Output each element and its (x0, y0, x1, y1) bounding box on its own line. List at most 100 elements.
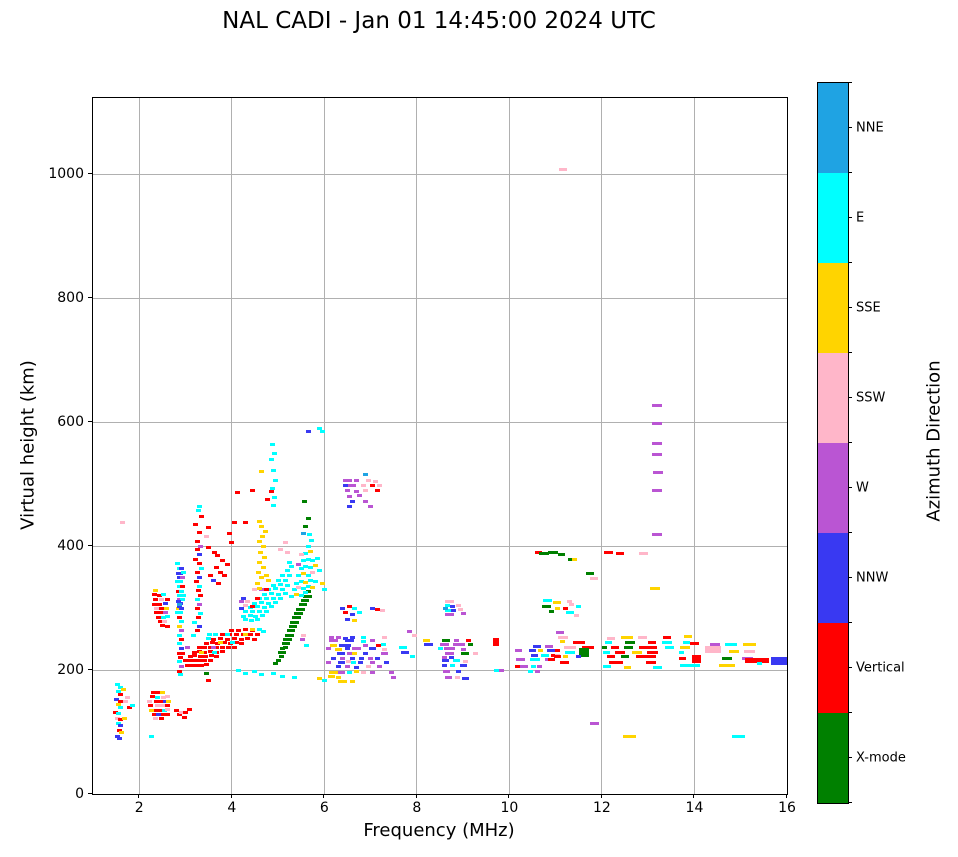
data-point (569, 603, 575, 607)
data-point (192, 650, 198, 654)
data-point (744, 657, 769, 663)
data-point (198, 544, 204, 548)
data-point (345, 660, 351, 664)
data-point (375, 488, 381, 492)
data-point (254, 597, 260, 601)
gridline-x (601, 98, 603, 794)
data-point (259, 470, 265, 474)
data-point (298, 603, 304, 607)
data-point (118, 693, 124, 697)
data-point (401, 650, 410, 654)
data-point (616, 551, 625, 555)
data-point (270, 671, 276, 675)
gridline-y (93, 173, 787, 175)
data-point (195, 539, 201, 543)
data-point (381, 636, 387, 640)
data-point (220, 649, 226, 653)
data-point (116, 729, 122, 733)
data-point (295, 616, 301, 620)
data-point (529, 649, 537, 653)
data-point (176, 598, 182, 602)
data-point (197, 612, 203, 616)
data-point (160, 695, 166, 699)
data-point (305, 544, 311, 548)
data-point (442, 656, 448, 660)
data-point (412, 634, 418, 638)
data-point (652, 422, 663, 426)
y-tick-label: 600 (57, 414, 84, 430)
data-point (177, 713, 183, 717)
data-point (116, 711, 122, 715)
data-point (122, 700, 128, 704)
data-point (243, 633, 249, 637)
data-point (252, 669, 258, 673)
data-point (342, 611, 348, 615)
data-point (243, 604, 249, 608)
data-point (208, 649, 214, 653)
data-point (224, 563, 230, 567)
data-point (603, 651, 611, 655)
data-point (771, 657, 787, 666)
y-tick-label: 0 (75, 786, 84, 802)
data-point (647, 651, 659, 655)
data-point (273, 600, 279, 604)
data-point (534, 551, 542, 555)
data-point (450, 664, 456, 668)
data-point (692, 654, 702, 663)
data-point (312, 563, 318, 567)
data-point (294, 612, 300, 616)
data-point (349, 499, 355, 503)
data-point (556, 631, 565, 635)
colorbar-label-nnw: NNW (856, 570, 889, 586)
gridline-x (508, 98, 510, 794)
data-point (555, 606, 561, 610)
data-point (277, 651, 283, 655)
data-point (301, 599, 306, 603)
data-point (563, 646, 576, 650)
data-point (243, 610, 249, 614)
data-point (194, 664, 200, 668)
data-point (193, 522, 199, 526)
data-point (305, 557, 311, 561)
data-point (652, 666, 662, 670)
data-point (312, 579, 318, 583)
data-point (731, 735, 745, 739)
data-point (301, 499, 307, 503)
data-point (370, 484, 376, 488)
data-point (209, 641, 215, 645)
data-point (728, 649, 739, 653)
data-point (539, 551, 550, 555)
data-point (112, 710, 118, 714)
data-point (292, 625, 298, 629)
data-point (363, 473, 369, 477)
data-point (520, 665, 529, 669)
data-point (148, 704, 154, 708)
data-point (605, 641, 613, 645)
data-point (196, 659, 202, 663)
data-point (175, 611, 181, 615)
data-point (196, 561, 202, 565)
data-point (257, 540, 263, 544)
data-point (515, 665, 521, 669)
data-point (615, 651, 626, 655)
data-point (347, 670, 353, 674)
data-point (347, 494, 353, 498)
data-point (252, 587, 258, 591)
data-point (327, 675, 335, 679)
data-point (238, 600, 244, 604)
data-point (177, 594, 183, 598)
data-point (260, 545, 266, 549)
data-point (261, 605, 267, 609)
colorbar-tick (848, 577, 852, 578)
data-point (296, 607, 302, 611)
y-tick-label: 400 (57, 538, 84, 554)
data-point (375, 657, 381, 661)
data-point (564, 651, 575, 655)
data-point (264, 596, 269, 600)
data-point (651, 532, 662, 536)
data-point (290, 620, 296, 624)
data-point (624, 640, 635, 644)
data-point (260, 566, 266, 570)
data-point (623, 735, 637, 739)
data-point (335, 665, 341, 669)
